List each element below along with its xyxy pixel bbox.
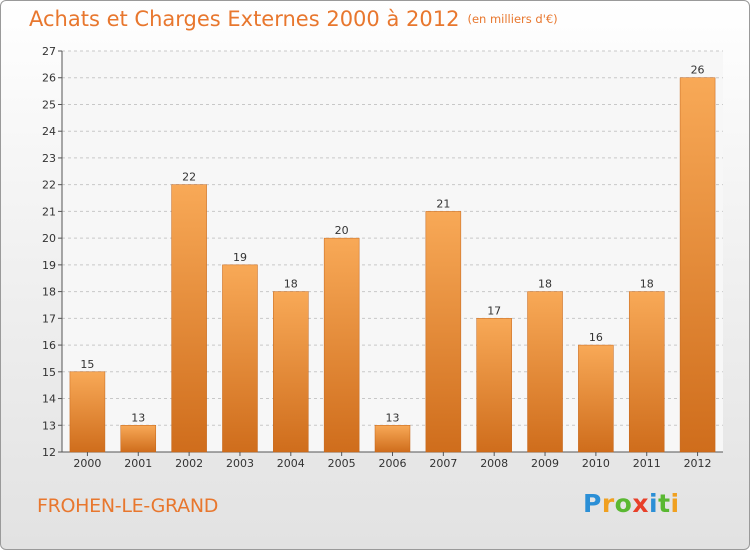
data-label: 17 [487, 304, 501, 317]
y-tick-label: 24 [42, 125, 56, 138]
data-label: 16 [589, 331, 603, 344]
data-label: 26 [691, 64, 705, 77]
x-tick-label: 2009 [531, 457, 559, 470]
bar [171, 184, 207, 453]
y-tick-label: 22 [42, 179, 56, 192]
y-tick-label: 15 [42, 366, 56, 379]
y-tick-label: 21 [42, 205, 56, 218]
bar [374, 425, 411, 453]
proxiti-logo: Proxiti [583, 489, 680, 518]
x-tick-label: 2005 [328, 457, 356, 470]
x-tick-label: 2008 [480, 457, 508, 470]
bar [476, 318, 512, 453]
y-tick-label: 25 [42, 98, 56, 111]
data-label: 20 [335, 224, 349, 237]
y-tick-label: 18 [42, 286, 56, 299]
y-tick-label: 23 [42, 152, 56, 165]
logo-letter: P [583, 489, 602, 518]
bar [679, 77, 716, 453]
y-tick-label: 19 [42, 259, 56, 272]
logo-letter: t [658, 489, 671, 518]
data-label: 22 [182, 171, 196, 184]
chart-title: Achats et Charges Externes 2000 à 2012 (e… [29, 7, 558, 31]
bar [425, 211, 462, 453]
y-tick-label: 20 [42, 232, 56, 245]
data-label: 13 [131, 411, 145, 424]
chart-subtitle: (en milliers d'€) [467, 12, 558, 26]
data-label: 18 [538, 278, 552, 291]
x-tick-label: 2007 [429, 457, 457, 470]
logo-letter: o [614, 489, 633, 518]
x-tick-label: 2003 [226, 457, 254, 470]
data-label: 15 [80, 358, 94, 371]
bar [69, 371, 106, 453]
data-label: 18 [640, 278, 654, 291]
y-tick-label: 17 [42, 312, 56, 325]
data-label: 18 [284, 278, 298, 291]
bar [323, 237, 360, 453]
logo-letter: x [632, 489, 649, 518]
x-tick-label: 2004 [277, 457, 305, 470]
x-tick-label: 2000 [73, 457, 101, 470]
town-name: FROHEN-LE-GRAND [37, 495, 219, 517]
y-tick-label: 26 [42, 72, 56, 85]
y-tick-label: 16 [42, 339, 56, 352]
bar [222, 264, 258, 453]
y-tick-label: 27 [42, 45, 56, 58]
x-tick-label: 2006 [379, 457, 407, 470]
bar [527, 291, 563, 453]
bar [628, 291, 665, 453]
x-tick-label: 2010 [582, 457, 610, 470]
data-label: 19 [233, 251, 247, 264]
x-tick-label: 2011 [633, 457, 661, 470]
y-tick-label: 14 [42, 393, 56, 406]
data-label: 13 [386, 411, 400, 424]
bar [120, 425, 157, 453]
logo-letter: i [670, 489, 680, 518]
logo-letter: i [649, 489, 659, 518]
x-tick-label: 2012 [684, 457, 712, 470]
plot-area [62, 51, 723, 452]
bar [273, 291, 309, 453]
x-tick-label: 2002 [175, 457, 203, 470]
bar [578, 344, 614, 453]
y-tick-label: 13 [42, 419, 56, 432]
x-tick-label: 2001 [124, 457, 152, 470]
logo-letter: r [601, 489, 615, 518]
y-tick-label: 12 [42, 446, 56, 459]
chart-title-text: Achats et Charges Externes 2000 à 2012 [29, 7, 460, 31]
data-label: 21 [436, 197, 450, 210]
